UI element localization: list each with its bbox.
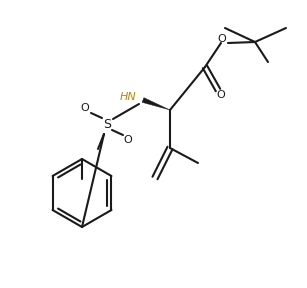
Text: O: O	[217, 90, 225, 100]
Text: S: S	[103, 118, 111, 130]
Text: O: O	[81, 103, 89, 113]
Text: O: O	[124, 135, 132, 145]
Polygon shape	[142, 98, 170, 110]
Text: O: O	[218, 34, 226, 44]
Text: HN: HN	[120, 92, 136, 102]
